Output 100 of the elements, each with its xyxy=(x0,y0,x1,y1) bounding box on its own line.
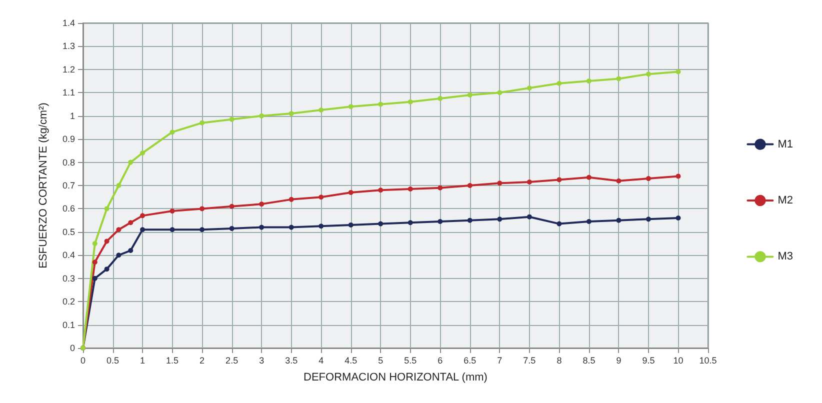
point xyxy=(526,214,532,220)
point xyxy=(128,220,134,226)
point xyxy=(438,96,443,101)
x-tick-label: 4.5 xyxy=(344,356,358,366)
y-tick-label: 0.9 xyxy=(62,134,75,144)
point xyxy=(288,196,294,202)
point xyxy=(378,221,384,226)
x-tick-label: 10.5 xyxy=(699,356,717,366)
point xyxy=(92,260,98,265)
y-tick-label: 1.2 xyxy=(62,64,75,74)
point xyxy=(288,111,294,116)
x-tick-label: 2.5 xyxy=(226,356,238,366)
point xyxy=(378,102,384,107)
x-tick-label: 10 xyxy=(673,356,684,366)
point xyxy=(646,216,651,222)
point xyxy=(318,224,324,229)
point xyxy=(556,177,562,182)
y-tick-label: 0 xyxy=(70,343,75,353)
point xyxy=(616,218,622,223)
point xyxy=(616,178,622,184)
point xyxy=(497,180,502,186)
point xyxy=(408,220,413,226)
point xyxy=(140,213,146,218)
y-axis-title: ESFUERZO CORTANTE (kg/cm²) xyxy=(38,102,50,268)
point xyxy=(104,266,110,272)
x-tick-label: 8.5 xyxy=(582,356,596,366)
point xyxy=(318,108,324,113)
point xyxy=(200,227,205,232)
legend-label: M2 xyxy=(778,194,793,206)
point xyxy=(556,221,562,226)
point xyxy=(92,276,98,281)
point xyxy=(497,90,502,96)
point xyxy=(497,216,502,222)
point xyxy=(438,218,443,224)
point xyxy=(104,206,110,212)
x-tick-label: 5 xyxy=(378,356,384,366)
point xyxy=(586,218,592,224)
point xyxy=(467,183,472,188)
y-tick-label: 0.2 xyxy=(62,296,75,307)
point xyxy=(318,194,324,200)
y-tick-label: 0.6 xyxy=(62,204,75,214)
point xyxy=(676,174,681,179)
x-tick-label: 5.5 xyxy=(404,356,417,366)
y-tick-label: 0.8 xyxy=(62,157,75,168)
point xyxy=(348,190,354,195)
y-tick-label: 0.7 xyxy=(62,180,75,190)
point xyxy=(646,72,651,77)
point xyxy=(676,69,681,74)
point xyxy=(92,241,98,246)
x-tick-label: 7 xyxy=(497,356,502,366)
x-axis-title: DEFORMACION HORIZONTAL (mm) xyxy=(304,372,488,384)
point xyxy=(104,238,110,244)
point xyxy=(646,176,651,182)
point xyxy=(348,104,354,110)
point xyxy=(116,227,122,232)
x-tick-label: 1 xyxy=(140,356,146,366)
y-tick-label: 0.5 xyxy=(62,226,75,237)
y-tick-label: 1.3 xyxy=(62,41,75,52)
point xyxy=(259,113,264,118)
point xyxy=(438,185,443,190)
point xyxy=(170,227,175,232)
point xyxy=(556,80,562,86)
point xyxy=(408,186,413,192)
point xyxy=(408,99,413,104)
point xyxy=(586,174,592,180)
point xyxy=(378,188,384,193)
point xyxy=(128,248,134,253)
point xyxy=(170,130,175,135)
y-tick-label: 1 xyxy=(70,110,75,121)
y-tick-label: 0.4 xyxy=(62,250,75,260)
point xyxy=(200,120,205,126)
x-tick-label: 9.5 xyxy=(642,356,655,366)
legend-label: M3 xyxy=(778,250,793,263)
point xyxy=(229,116,234,122)
x-tick-label: 0 xyxy=(80,356,86,366)
point xyxy=(259,224,264,230)
x-tick-label: 0.5 xyxy=(106,356,120,366)
x-tick-label: 6 xyxy=(438,356,443,366)
point xyxy=(526,180,532,185)
point xyxy=(288,224,294,230)
point xyxy=(348,222,354,228)
x-tick-label: 1.5 xyxy=(166,356,179,366)
x-tick-label: 8 xyxy=(556,356,562,366)
point xyxy=(128,160,134,165)
x-tick-label: 6.5 xyxy=(464,356,476,366)
point xyxy=(116,252,122,258)
point xyxy=(229,226,234,231)
point xyxy=(140,227,146,232)
y-tick-label: 0.3 xyxy=(62,273,75,284)
point xyxy=(467,218,472,223)
y-tick-label: 0.1 xyxy=(62,320,75,330)
x-tick-label: 3 xyxy=(259,356,264,366)
point xyxy=(616,76,622,82)
point xyxy=(140,150,146,156)
point xyxy=(229,204,234,209)
x-tick-label: 9 xyxy=(616,356,622,366)
point xyxy=(200,206,205,212)
y-tick-label: 1.4 xyxy=(62,18,75,28)
point xyxy=(467,92,472,98)
x-tick-label: 3.5 xyxy=(285,356,298,366)
